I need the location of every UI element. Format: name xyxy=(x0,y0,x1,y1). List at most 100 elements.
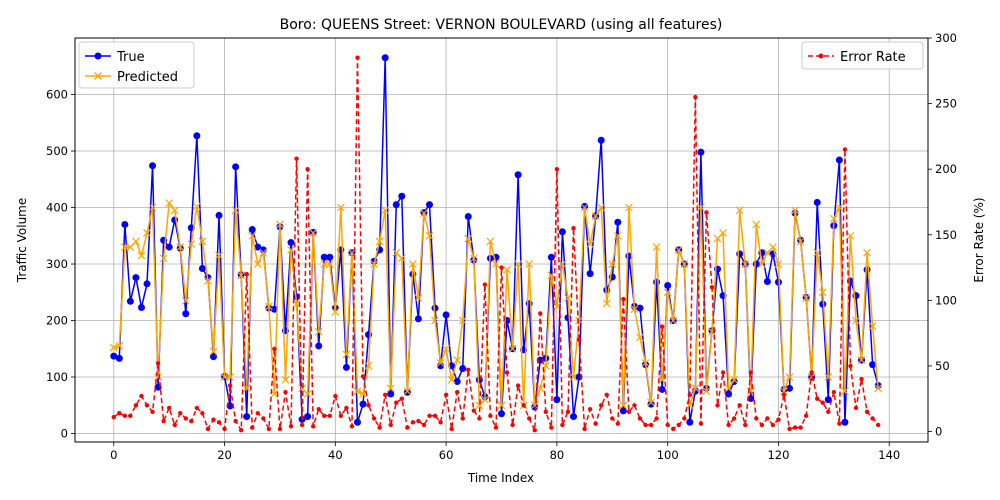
true-point xyxy=(320,253,328,261)
predicted-series xyxy=(109,199,883,410)
legend-left: True Predicted xyxy=(78,41,195,89)
predicted-point xyxy=(575,316,583,325)
predicted-point xyxy=(414,293,423,302)
x-tick-label: 60 xyxy=(439,448,454,462)
predicted-point xyxy=(386,384,395,393)
series-layer xyxy=(109,54,883,433)
predicted-point xyxy=(431,316,439,325)
error-rate-point xyxy=(538,311,543,316)
error-rate-point xyxy=(726,422,731,428)
error-rate-point xyxy=(305,166,310,172)
true-point xyxy=(149,162,157,170)
error-rate-point xyxy=(543,409,549,415)
error-rate-point xyxy=(244,271,249,277)
error-rate-point xyxy=(687,392,693,397)
true-point xyxy=(547,253,555,261)
predicted-point xyxy=(364,361,373,370)
y2-tick-label: 200 xyxy=(935,162,957,176)
true-point xyxy=(819,300,827,308)
error-rate-point xyxy=(272,346,277,352)
predicted-point xyxy=(154,373,163,381)
true-point xyxy=(115,354,123,362)
error-rate-point xyxy=(599,403,604,408)
true-point xyxy=(841,418,849,426)
error-rate-point xyxy=(399,396,404,401)
error-rate-point xyxy=(632,403,637,408)
chart-title: Boro: QUEENS Street: VERNON BOULEVARD (u… xyxy=(280,17,723,33)
error-rate-point xyxy=(172,422,177,428)
predicted-point xyxy=(253,260,262,268)
error-rate-point xyxy=(477,416,482,421)
error-rate-point xyxy=(200,410,205,416)
true-point xyxy=(315,342,323,350)
predicted-point xyxy=(857,356,866,364)
error-rate-point xyxy=(471,408,477,413)
error-rate-point xyxy=(250,425,255,430)
true-point xyxy=(121,220,129,228)
true-point xyxy=(581,202,589,210)
predicted-point xyxy=(137,251,146,260)
true-point xyxy=(143,280,151,288)
predicted-point xyxy=(586,240,595,249)
error-rate-point xyxy=(438,420,443,425)
error-rate-point xyxy=(604,392,609,397)
predicted-point xyxy=(569,373,578,381)
y2-axis-label: Error Rate (%) xyxy=(972,197,986,282)
predicted-point xyxy=(204,277,212,285)
true-point xyxy=(381,54,389,62)
error-rate-point xyxy=(504,370,510,375)
error-rate-point xyxy=(643,422,648,428)
true-point xyxy=(414,315,422,323)
error-rate-point xyxy=(748,370,753,375)
predicted-point xyxy=(231,206,240,215)
error-rate-point xyxy=(443,392,449,397)
error-rate-point xyxy=(698,421,704,426)
true-point xyxy=(342,363,350,371)
predicted-point xyxy=(458,316,467,325)
predicted-point xyxy=(209,347,218,356)
error-rate-point xyxy=(549,425,554,430)
predicted-point xyxy=(608,260,617,268)
true-point xyxy=(126,297,134,305)
predicted-point xyxy=(530,401,539,410)
error-rate-point xyxy=(449,426,454,432)
predicted-point xyxy=(508,344,517,353)
error-rate-point xyxy=(842,147,848,152)
error-rate-point xyxy=(848,363,853,369)
predicted-point xyxy=(752,220,761,229)
predicted-point xyxy=(453,356,462,364)
error-rate-point xyxy=(831,389,837,395)
predicted-point xyxy=(768,243,777,251)
true-point xyxy=(453,378,461,386)
y-tick-label: 100 xyxy=(46,370,68,384)
error-rate-point xyxy=(870,416,875,421)
y2-tick-label: 250 xyxy=(935,97,957,111)
true-point xyxy=(475,376,483,384)
predicted-point xyxy=(652,243,661,251)
predicted-point xyxy=(863,248,871,257)
error-rate-point xyxy=(754,416,759,421)
error-rate-point xyxy=(593,421,598,426)
error-rate-point xyxy=(798,425,803,430)
predicted-point xyxy=(408,260,417,268)
x-axis-label: Time Index xyxy=(467,471,534,485)
predicted-point xyxy=(536,384,545,393)
error-rate-point xyxy=(322,413,327,418)
predicted-point xyxy=(846,231,855,240)
error-rate-point xyxy=(288,424,294,429)
true-point xyxy=(232,163,240,171)
true-point xyxy=(209,353,217,361)
true-point xyxy=(359,400,367,408)
error-rate-point xyxy=(283,389,288,395)
error-rate-point xyxy=(704,210,709,215)
true-point xyxy=(248,226,256,234)
error-rate-point xyxy=(743,422,748,428)
predicted-point xyxy=(215,251,223,260)
error-rate-point xyxy=(482,282,488,287)
predicted-point xyxy=(719,229,727,237)
error-rate-point xyxy=(715,403,720,408)
true-point xyxy=(387,390,395,398)
true-point xyxy=(459,365,467,373)
y-tick-label: 400 xyxy=(46,201,68,215)
predicted-point xyxy=(547,271,556,280)
